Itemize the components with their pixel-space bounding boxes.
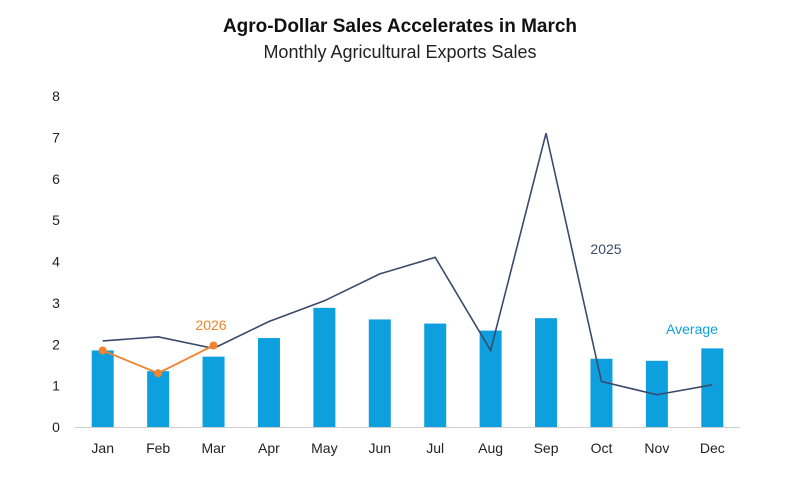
y-tick-label: 5 bbox=[52, 212, 60, 228]
x-tick-label: Jul bbox=[426, 440, 444, 456]
line-2025 bbox=[102, 133, 713, 396]
point-2026-feb bbox=[154, 369, 163, 378]
y-tick-label: 7 bbox=[52, 129, 60, 145]
series-label-2025: 2025 bbox=[590, 241, 621, 257]
bar-jul bbox=[424, 323, 447, 427]
line-2026 bbox=[102, 344, 214, 375]
chart-title: Agro-Dollar Sales Accelerates in March bbox=[223, 16, 577, 37]
x-tick-label: Jun bbox=[369, 440, 392, 456]
point-2026-mar bbox=[209, 341, 218, 350]
y-tick-label: 1 bbox=[52, 378, 60, 394]
bar-apr bbox=[257, 338, 280, 427]
bar-feb bbox=[147, 371, 170, 427]
x-tick-label: Apr bbox=[258, 440, 280, 456]
y-tick-label: 2 bbox=[52, 336, 60, 352]
x-tick-label: Mar bbox=[201, 440, 225, 456]
y-tick-label: 4 bbox=[52, 254, 60, 270]
bar-may bbox=[313, 307, 336, 427]
x-tick-label: Dec bbox=[700, 440, 725, 456]
series-label-average: Average bbox=[666, 321, 718, 337]
bar-dec bbox=[701, 348, 724, 427]
bar-aug bbox=[479, 330, 502, 427]
y-tick-label: 0 bbox=[52, 419, 60, 435]
y-axis: 0 1 2 3 4 5 6 7 8 bbox=[52, 88, 60, 435]
bar-jun bbox=[368, 319, 391, 427]
line-series bbox=[98, 133, 713, 396]
x-tick-label: May bbox=[311, 440, 337, 456]
series-labels: Average 2025 2026 bbox=[195, 241, 718, 337]
bar-oct bbox=[590, 358, 613, 427]
chart-subtitle: Monthly Agricultural Exports Sales bbox=[263, 42, 536, 62]
x-tick-label: Oct bbox=[591, 440, 613, 456]
y-tick-label: 8 bbox=[52, 88, 60, 104]
series-label-2026: 2026 bbox=[195, 317, 226, 333]
x-tick-label: Jan bbox=[91, 440, 114, 456]
x-tick-label: Feb bbox=[146, 440, 170, 456]
y-tick-label: 3 bbox=[52, 295, 60, 311]
bar-jan bbox=[91, 350, 114, 427]
x-tick-label: Sep bbox=[534, 440, 559, 456]
x-axis: Jan Feb Mar Apr May Jun Jul Aug Sep Oct Nov Dec bbox=[75, 427, 740, 456]
bar-sep bbox=[535, 318, 558, 427]
y-tick-label: 6 bbox=[52, 171, 60, 187]
x-tick-label: Aug bbox=[478, 440, 503, 456]
bar-mar bbox=[202, 356, 225, 427]
bar-nov bbox=[645, 360, 668, 427]
bar-series bbox=[91, 307, 724, 427]
point-2026-jan bbox=[98, 346, 107, 355]
x-tick-label: Nov bbox=[644, 440, 669, 456]
